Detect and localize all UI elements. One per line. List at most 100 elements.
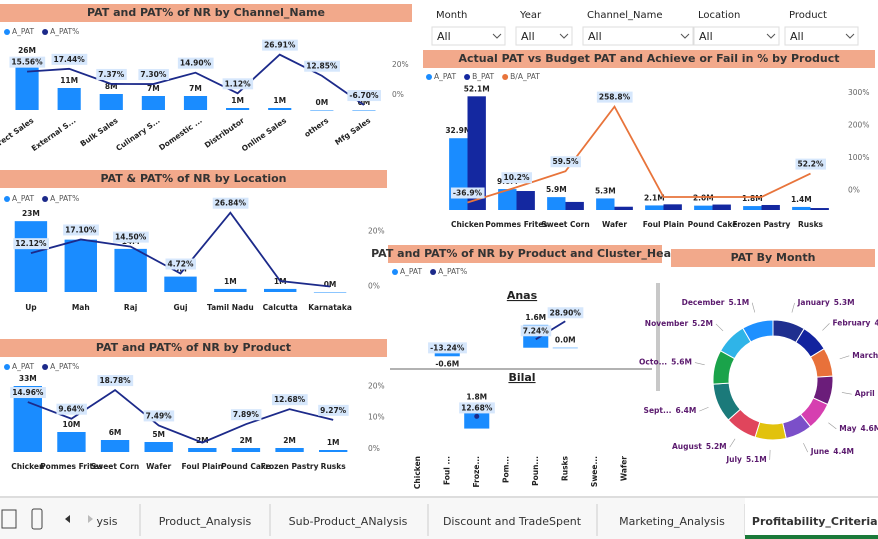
leader-line: [729, 438, 736, 448]
x-tick-label: Frozen Pastry: [733, 220, 791, 229]
line-value-label: 26.84%: [215, 199, 247, 208]
bar: [313, 292, 347, 293]
donut-label: November 5.2M: [645, 319, 713, 328]
category-label: March: [852, 351, 878, 360]
y2-tick-label: 0%: [848, 186, 860, 195]
y2-tick-label: 200%: [848, 121, 869, 130]
line: [467, 104, 811, 204]
label-box: [113, 231, 149, 243]
x-tick-label: Calcutta: [263, 303, 298, 312]
legend-swatch: [42, 364, 49, 370]
filter-dropdown[interactable]: All: [582, 26, 694, 46]
donut-label: July 5.1M: [725, 455, 766, 464]
filter-dropdown[interactable]: All: [784, 26, 859, 46]
phone-icon[interactable]: [31, 508, 43, 530]
line-value-label: 52.2%: [797, 160, 824, 169]
label-box: [428, 342, 467, 354]
x-tick-label: Karnataka: [308, 303, 352, 312]
leader-line: [751, 302, 756, 313]
leader-line: [839, 355, 850, 360]
bar: [712, 204, 731, 210]
x-tick-label: Pound Cake: [221, 462, 271, 471]
line-value-label: 7.49%: [146, 411, 173, 420]
line-value-label: 4.72%: [167, 260, 194, 269]
y2-tick-label: 20%: [368, 381, 385, 390]
x-tick-label: Pom...: [501, 456, 510, 483]
line-value-label: 10.2%: [503, 173, 530, 182]
label-box: [547, 307, 584, 319]
label-box: [262, 39, 298, 51]
filter-value: All: [521, 30, 535, 43]
desktop-icon[interactable]: [1, 509, 17, 529]
category-label: Octo...: [639, 358, 667, 367]
value-label: 4.6M: [860, 424, 878, 433]
legend-label: B_PAT: [472, 72, 494, 81]
legend-swatch: [430, 269, 437, 275]
label-box: [13, 238, 50, 250]
bar: [743, 206, 762, 210]
bar-value-label: 33M: [19, 374, 37, 383]
leader-line: [699, 406, 709, 412]
legend-label: A_PAT: [400, 267, 422, 276]
filter-dropdown[interactable]: All: [431, 26, 506, 46]
page-tab[interactable]: Product_Analysis: [159, 515, 252, 528]
leader-line: [803, 442, 808, 453]
value-label: 5.3M: [834, 298, 855, 307]
value-label: 5.2M: [692, 319, 713, 328]
category-label: June: [810, 447, 830, 456]
line-value-label: 17.44%: [54, 55, 86, 64]
category-label: April: [855, 389, 875, 398]
donut-label: May 4.6M: [839, 424, 878, 433]
line-value-label: 1.12%: [225, 79, 252, 88]
category-label: August: [672, 442, 702, 451]
bar: [268, 108, 292, 110]
page-tab[interactable]: Profitability_Criterias: [752, 515, 878, 528]
y2-tick-label: 0%: [368, 282, 380, 291]
label-box: [596, 91, 633, 103]
x-tick-label: Foul ...: [442, 456, 451, 485]
line-value-label: 28.90%: [550, 308, 582, 317]
filter-dropdown[interactable]: All: [693, 26, 780, 46]
filter-dropdown[interactable]: All: [515, 26, 573, 46]
x-tick-label: Chicken: [413, 456, 422, 489]
prev-page[interactable]: [65, 515, 70, 523]
bar-value-label: 0M: [358, 98, 371, 107]
bar: [264, 288, 297, 292]
chevron: [559, 33, 569, 39]
x-tick-label: Foul Plain: [182, 462, 224, 471]
dropdown-box: [431, 26, 506, 46]
line-value-label: 17.10%: [65, 225, 97, 234]
y2-tick-label: 0%: [368, 444, 380, 453]
bar-value-label: 5.9M: [546, 185, 567, 194]
label-box: [63, 224, 99, 236]
label-box: [347, 90, 381, 102]
page-tab[interactable]: Discount and TradeSpent: [443, 515, 582, 528]
x-tick-label: Pommes Frites: [485, 220, 548, 229]
x-tick-label: Pommes Frites: [40, 462, 103, 471]
bar: [761, 204, 780, 210]
label-box: [96, 68, 127, 80]
bar-value-label: 26M: [18, 46, 36, 55]
bar: [100, 440, 130, 452]
x-tick-label: Raj: [124, 303, 137, 312]
label-box: [304, 60, 340, 72]
label-box: [138, 69, 169, 81]
leader-line: [791, 302, 795, 313]
value-label: 6.4M: [676, 406, 697, 415]
tab-bar: [0, 498, 878, 539]
active-tab-underline: [745, 535, 878, 539]
label-box: [97, 375, 134, 387]
bar: [188, 448, 217, 452]
page-tab[interactable]: Marketing_Analysis: [619, 515, 725, 528]
leader-line: [841, 392, 852, 395]
page-tab[interactable]: Sub-Product_ANalysis: [289, 515, 408, 528]
category-label: January: [797, 298, 830, 307]
donut-label: August 5.2M: [672, 442, 727, 451]
next-page[interactable]: [88, 515, 93, 523]
bar: [214, 288, 247, 292]
filter-value: All: [588, 30, 602, 43]
page-tab[interactable]: ysis: [96, 515, 117, 528]
scrollbar[interactable]: [656, 283, 660, 391]
bar: [310, 110, 334, 111]
